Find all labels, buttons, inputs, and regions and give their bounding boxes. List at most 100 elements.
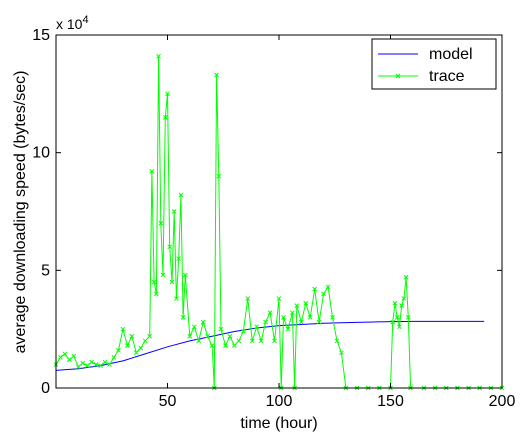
data-point-trace-37 (182, 272, 188, 278)
data-point-trace-12 (107, 362, 112, 367)
data-point-trace-71 (316, 319, 322, 325)
y-axis-label: average downloading speed (bytes/sec) (12, 71, 29, 354)
data-point-trace-51 (236, 338, 242, 344)
x-tick-label: 50 (159, 393, 177, 410)
data-point-trace-34 (176, 256, 182, 261)
x-tick-label: 150 (377, 393, 404, 410)
data-point-trace-3 (67, 357, 72, 363)
data-point-trace-54 (249, 338, 255, 344)
legend-label-trace: trace (429, 68, 465, 85)
data-point-trace-48 (223, 343, 228, 348)
data-point-trace-53 (245, 296, 251, 301)
data-point-trace-33 (174, 296, 179, 301)
data-point-trace-7 (84, 363, 90, 368)
data-point-trace-16 (125, 343, 130, 348)
data-point-trace-18 (133, 350, 139, 356)
data-point-trace-5 (75, 364, 81, 370)
legend: model trace (371, 38, 497, 90)
data-point-trace-70 (312, 286, 318, 292)
data-point-trace-59 (272, 338, 277, 344)
data-point-trace-73 (325, 284, 331, 290)
data-point-trace-63 (285, 326, 291, 332)
data-point-trace-39 (191, 324, 197, 330)
y-tick-label: 0 (41, 380, 50, 397)
y-axis-multiplier: x 104 (56, 14, 89, 32)
data-point-trace-28 (162, 115, 168, 120)
data-point-trace-26 (158, 220, 164, 226)
data-point-trace-45 (214, 72, 219, 78)
data-point-trace-20 (142, 338, 148, 344)
data-point-trace-66 (294, 303, 300, 308)
data-point-trace-76 (339, 350, 344, 356)
data-point-trace-56 (258, 338, 264, 344)
data-point-trace-10 (98, 363, 103, 368)
series-line-model (55, 320, 485, 371)
legend-label-model: model (429, 46, 473, 63)
data-point-trace-27 (160, 272, 166, 278)
data-point-trace-64 (290, 310, 295, 316)
data-point-trace-87 (401, 296, 407, 301)
legend-marker-trace (395, 73, 401, 79)
data-point-trace-32 (171, 209, 177, 214)
data-point-trace-6 (80, 360, 86, 366)
data-point-trace-23 (151, 279, 157, 285)
data-point-trace-58 (267, 310, 273, 316)
data-point-trace-21 (147, 333, 153, 339)
data-point-trace-9 (93, 362, 99, 367)
data-point-trace-30 (167, 244, 173, 250)
data-point-trace-15 (120, 326, 126, 332)
data-point-trace-50 (232, 343, 237, 348)
y-tick-label: 10 (32, 145, 50, 162)
data-point-trace-24 (153, 291, 159, 297)
data-point-trace-85 (397, 324, 402, 330)
data-point-trace-88 (403, 275, 409, 280)
data-point-trace-55 (254, 324, 260, 330)
data-point-trace-40 (196, 338, 202, 344)
data-point-trace-68 (303, 300, 309, 306)
data-point-trace-75 (334, 338, 340, 344)
data-point-trace-72 (321, 291, 326, 297)
data-point-trace-25 (156, 53, 161, 59)
data-point-trace-1 (58, 355, 63, 360)
data-point-trace-67 (298, 319, 304, 325)
data-point-trace-35 (178, 192, 184, 198)
data-point-trace-57 (263, 319, 268, 325)
data-point-trace-2 (62, 351, 68, 357)
data-point-trace-83 (392, 300, 398, 306)
axes-layer: 50 100 150 200 0 5 10 15 (32, 27, 515, 410)
data-point-trace-17 (129, 333, 135, 339)
data-point-trace-4 (71, 353, 77, 359)
series-layer (53, 53, 505, 391)
data-point-trace-84 (394, 315, 400, 320)
data-point-trace-49 (227, 333, 233, 339)
data-point-trace-69 (307, 315, 313, 320)
data-point-trace-36 (180, 315, 186, 320)
data-point-trace-38 (187, 333, 193, 339)
data-point-trace-8 (89, 359, 95, 365)
x-axis-label: time (hour) (240, 415, 317, 432)
data-point-trace-86 (399, 303, 405, 308)
x-tick-label: 200 (489, 393, 516, 410)
data-point-trace-52 (240, 329, 246, 334)
data-point-trace-62 (281, 315, 286, 320)
data-point-trace-47 (218, 326, 224, 332)
data-point-trace-14 (116, 347, 121, 353)
y-tick-label: 5 (41, 262, 50, 279)
data-point-trace-13 (111, 355, 117, 360)
data-point-trace-22 (149, 169, 155, 174)
legend-box (371, 38, 497, 90)
data-point-trace-46 (216, 173, 222, 179)
y-tick-label: 15 (32, 27, 50, 44)
y-axis-multiplier-exponent: 4 (82, 14, 88, 26)
plot-area (56, 35, 502, 388)
x-tick-label: 100 (266, 393, 293, 410)
data-point-trace-29 (165, 91, 170, 97)
data-point-trace-42 (205, 333, 210, 339)
data-point-trace-89 (405, 315, 411, 320)
data-point-trace-41 (200, 319, 206, 325)
data-point-trace-60 (276, 296, 282, 301)
data-point-trace-74 (330, 315, 335, 320)
data-point-trace-43 (209, 343, 215, 348)
data-point-trace-11 (102, 359, 108, 365)
